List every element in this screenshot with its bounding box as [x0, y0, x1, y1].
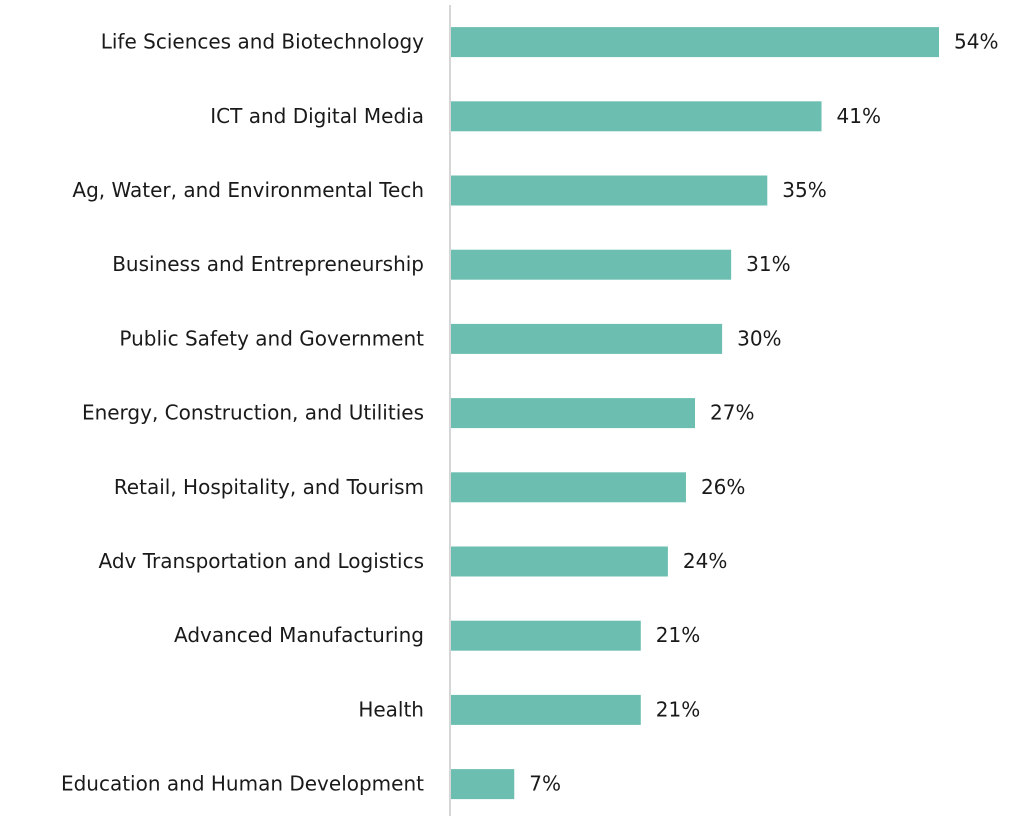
- bar: [451, 249, 732, 280]
- data-label: 21%: [656, 623, 700, 647]
- bar: [451, 546, 668, 577]
- bar: [451, 101, 822, 132]
- data-label: 30%: [737, 326, 781, 350]
- category-label: Health: [358, 697, 424, 721]
- data-label: 27%: [710, 401, 754, 425]
- category-label: Adv Transportation and Logistics: [99, 549, 425, 573]
- data-label: 26%: [701, 475, 745, 499]
- category-label: Ag, Water, and Environmental Tech: [72, 178, 424, 202]
- bar: [451, 175, 768, 206]
- data-label: 54%: [954, 30, 998, 54]
- data-label: 21%: [656, 697, 700, 721]
- category-label: ICT and Digital Media: [210, 104, 424, 128]
- bar: [451, 323, 723, 354]
- category-label: Education and Human Development: [61, 772, 424, 796]
- data-label: 41%: [837, 104, 881, 128]
- bar: [451, 769, 515, 800]
- category-label: Energy, Construction, and Utilities: [82, 401, 424, 425]
- category-label: Public Safety and Government: [119, 326, 424, 350]
- data-label: 7%: [529, 772, 561, 796]
- category-label: Advanced Manufacturing: [174, 623, 424, 647]
- bar: [451, 27, 939, 58]
- bar: [451, 694, 641, 725]
- bar: [451, 620, 641, 651]
- bar: [451, 398, 695, 429]
- data-label: 35%: [782, 178, 826, 202]
- category-label: Retail, Hospitality, and Tourism: [114, 475, 424, 499]
- bar: [451, 472, 686, 503]
- category-label: Life Sciences and Biotechnology: [101, 30, 424, 54]
- data-label: 24%: [683, 549, 727, 573]
- category-label: Business and Entrepreneurship: [112, 252, 424, 276]
- data-label: 31%: [746, 252, 790, 276]
